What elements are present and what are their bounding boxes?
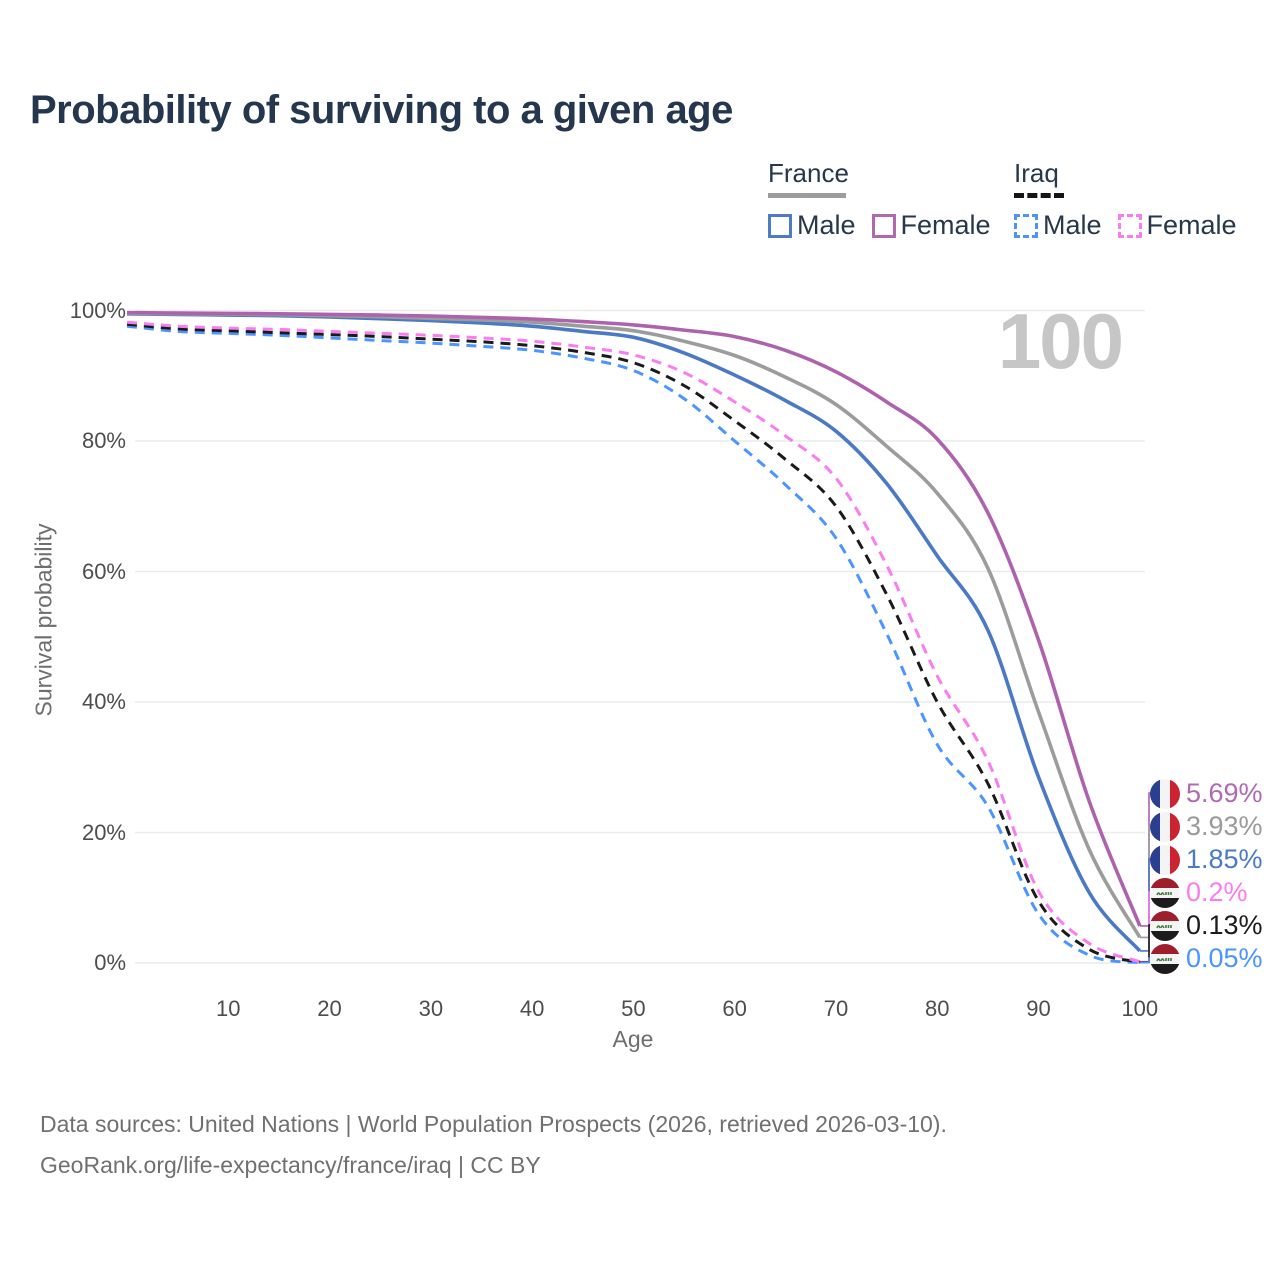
checkbox-icon[interactable] [871, 213, 896, 238]
end-label-row-france-both-sexes[interactable]: 3.93% [1150, 811, 1263, 842]
end-label-row-iraq-both-sexes[interactable]: 0.13% [1150, 910, 1263, 941]
x-tick-label: 40 [519, 996, 545, 1021]
end-label-value: 0.05% [1186, 943, 1263, 973]
x-tick-label: 20 [317, 996, 342, 1021]
page-title: Probability of surviving to a given age [30, 88, 733, 132]
y-tick-label: 20% [81, 819, 126, 845]
legend-country-france[interactable]: France [768, 158, 991, 198]
france-flag-icon [1150, 844, 1180, 875]
legend-items-france: Male Female [768, 210, 991, 241]
y-tick-label: 60% [81, 558, 126, 584]
legend-country-label: France [768, 158, 849, 188]
series-line-france-both-sexes[interactable] [126, 311, 1142, 939]
end-label-value: 0.2% [1186, 877, 1248, 907]
checkbox-icon[interactable] [1117, 213, 1142, 238]
legend-items-iraq: Male Female [1014, 210, 1237, 241]
x-tick-label: 70 [823, 996, 849, 1021]
end-label-value: 1.85% [1186, 844, 1263, 874]
end-label-value: 3.93% [1186, 811, 1263, 841]
end-label-row-iraq-female[interactable]: 0.2% [1150, 877, 1248, 908]
x-tick-label: 100 [1121, 996, 1159, 1021]
france-flag-icon [1150, 811, 1180, 842]
x-tick-label: 50 [621, 996, 646, 1021]
hover-age-watermark: 100 [997, 297, 1124, 385]
y-tick-label: 40% [81, 689, 126, 714]
iraq-flag-icon [1150, 910, 1180, 941]
x-tick-label: 30 [418, 996, 444, 1021]
series-line-france-male[interactable] [126, 312, 1142, 953]
y-tick-label: 100% [69, 297, 126, 323]
france-flag-icon [1150, 778, 1180, 809]
end-label-row-france-female[interactable]: 5.69% [1150, 778, 1263, 809]
legend-item-label: Female [1146, 210, 1237, 240]
x-tick-label: 90 [1026, 996, 1051, 1021]
x-tick-label: 80 [924, 996, 950, 1021]
y-tick-label: 80% [81, 428, 126, 453]
series-line-france-female[interactable] [126, 310, 1142, 927]
legend-item-france-male[interactable]: Male [768, 210, 856, 241]
france-total-line-swatch [768, 193, 846, 198]
legend-item-label: Male [797, 210, 856, 240]
legend-group-iraq: Iraq Male Female [1014, 158, 1237, 241]
series-line-iraq-male[interactable] [126, 324, 1141, 965]
y-axis-title: Survival probability [30, 523, 57, 717]
x-tick-label: 60 [722, 996, 747, 1021]
legend-item-iraq-male[interactable]: Male [1014, 210, 1102, 241]
end-label-value: 5.69% [1186, 778, 1263, 808]
iraq-flag-icon [1150, 943, 1180, 974]
legend-country-iraq[interactable]: Iraq [1014, 158, 1237, 198]
legend-item-label: Male [1043, 210, 1102, 240]
attribution-text: GeoRank.org/life-expectancy/france/iraq … [40, 1152, 541, 1178]
x-axis-title: Age [612, 1026, 654, 1052]
footer: Data sources: United Nations | World Pop… [40, 1104, 947, 1186]
y-tick-label: 0% [94, 950, 126, 975]
data-sources-text: Data sources: United Nations | World Pop… [40, 1111, 947, 1137]
series-line-iraq-female[interactable] [126, 320, 1141, 964]
legend-item-label: Female [900, 210, 991, 240]
legend-item-iraq-female[interactable]: Female [1117, 210, 1237, 241]
legend-item-france-female[interactable]: Female [871, 210, 991, 241]
legend-country-label: Iraq [1014, 158, 1059, 188]
legend-group-france: France Male Female [768, 158, 991, 241]
end-label-value: 0.13% [1186, 910, 1263, 940]
iraq-flag-icon [1150, 877, 1180, 908]
iraq-total-line-swatch [1014, 193, 1064, 198]
checkbox-icon[interactable] [1014, 213, 1038, 238]
end-label-row-france-male[interactable]: 1.85% [1150, 844, 1263, 875]
end-label-row-iraq-male[interactable]: 0.05% [1150, 943, 1263, 974]
series-line-iraq-both-sexes[interactable] [126, 322, 1141, 964]
checkbox-icon[interactable] [768, 213, 792, 238]
x-tick-label: 10 [216, 996, 241, 1021]
